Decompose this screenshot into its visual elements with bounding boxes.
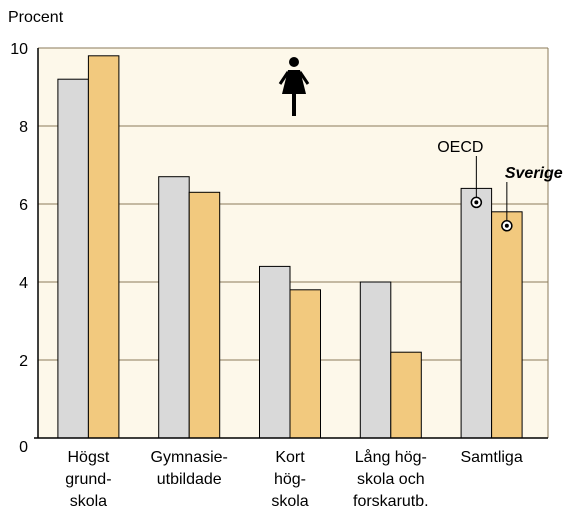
y-tick-label: 0 [19,439,28,456]
female-icon [278,57,310,116]
x-tick-label: utbildade [157,471,222,488]
bar [259,265,291,439]
legend-label: OECD [437,139,483,156]
bar [289,289,321,439]
x-tick-label: Högst [68,449,110,466]
bar [359,281,392,439]
x-tick-label: Gymnasie- [151,449,228,466]
y-tick-label: 8 [19,119,28,136]
x-tick-label: skola och [357,471,425,488]
bar [158,176,190,439]
y-tick-label: 6 [19,197,28,214]
x-tick-label: skola [70,493,107,510]
y-axis-label: Procent [8,9,64,26]
legend-label: Sverige [505,165,563,182]
y-tick-label: 10 [10,41,28,58]
bar [460,187,493,439]
bar [87,55,120,439]
legend-marker-dot [504,223,509,228]
x-tick-label: forskarutb. [353,493,429,510]
y-tick-label: 2 [19,353,28,370]
x-tick-label: Lång hög- [355,448,427,466]
x-tick-label: skola [271,493,308,510]
bar [57,78,89,439]
x-tick-label: Samtliga [460,449,522,466]
bar [188,191,221,439]
bar [390,351,422,439]
x-tick-label: grund- [65,471,111,488]
y-tick-label: 4 [19,275,28,292]
x-tick-label: Kort [275,449,305,466]
x-tick-label: hög- [274,471,306,488]
legend-marker-dot [474,200,479,205]
bar [491,211,523,439]
